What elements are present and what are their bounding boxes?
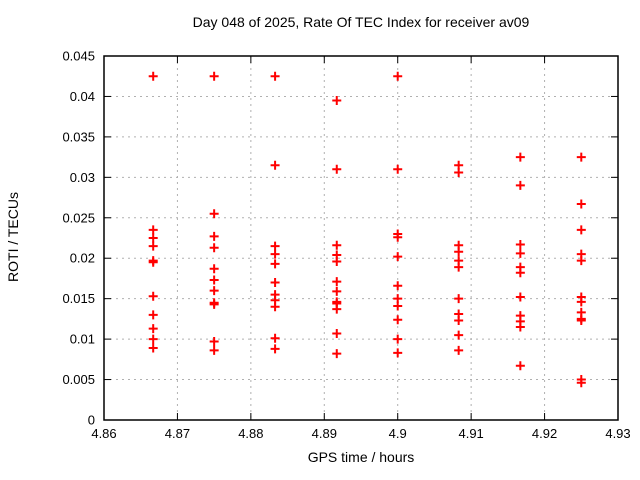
plot-frame [103,55,619,421]
data-point-marker [454,247,464,257]
data-point-marker [393,301,403,311]
data-point-marker [515,248,525,258]
y-tick-label: 0.015 [62,291,95,306]
data-point-marker [332,286,342,296]
data-point-marker [332,277,342,287]
x-tick-label: 4.86 [91,426,116,441]
chart-title: Day 048 of 2025, Rate Of TEC Index for r… [192,14,530,30]
data-point-marker [515,180,525,190]
data-point-marker [148,257,158,267]
data-point-marker [576,316,586,326]
data-point-marker [270,344,280,354]
x-tick-label: 4.88 [238,426,263,441]
data-point-marker [148,241,158,251]
data-point-marker [270,160,280,170]
data-point-marker [270,241,280,251]
data-point-marker [148,225,158,235]
y-tick-label: 0.03 [70,170,95,185]
data-point-marker [148,71,158,81]
data-point-marker [393,315,403,325]
data-point-marker [270,277,280,287]
data-point-marker [576,199,586,209]
data-point-marker [209,264,219,274]
data-point-marker [209,337,219,347]
data-point-marker [393,232,403,242]
data-point-marker [270,71,280,81]
data-point-marker [393,348,403,358]
data-point-marker [515,152,525,162]
data-point-marker [576,152,586,162]
data-point-marker [515,239,525,249]
data-point-marker [270,302,280,312]
data-point-marker [454,294,464,304]
data-point-marker [454,345,464,355]
y-tick-label: 0 [88,413,95,428]
data-point-marker [332,95,342,105]
x-tick-label: 4.87 [165,426,190,441]
data-point-marker [209,299,219,309]
x-tick-label: 4.9 [389,426,407,441]
data-point-marker [576,225,586,235]
x-tick-label: 4.92 [532,426,557,441]
data-point-marker [454,262,464,272]
data-point-marker [454,316,464,326]
data-point-marker [576,378,586,388]
y-tick-label: 0.005 [62,372,95,387]
x-tick-label: 4.93 [605,426,630,441]
data-point-marker [332,164,342,174]
y-tick-label: 0.04 [70,89,95,104]
x-tick-label: 4.89 [312,426,337,441]
y-tick-label: 0.035 [62,129,95,144]
data-point-marker [209,286,219,296]
data-point-marker [515,268,525,278]
data-point-marker [148,233,158,243]
data-point-marker [576,256,586,266]
data-point-marker [148,334,158,344]
data-point-marker [209,71,219,81]
data-point-marker [393,71,403,81]
data-point-marker [515,292,525,302]
data-point-marker [209,243,219,253]
y-tick-label: 0.01 [70,332,95,347]
data-point-marker [148,291,158,301]
data-point-marker [332,240,342,250]
data-point-marker [332,349,342,359]
data-point-marker [270,259,280,269]
data-point-marker [148,343,158,353]
y-axis-label: ROTI / TECUs [5,192,21,282]
data-point-marker [332,328,342,338]
data-point-marker [393,334,403,344]
data-point-marker [515,322,525,332]
data-point-marker [454,330,464,340]
data-point-marker [515,361,525,371]
x-tick-label: 4.91 [458,426,483,441]
data-point-marker [270,249,280,259]
x-axis-label: GPS time / hours [307,449,415,465]
data-point-marker [332,304,342,314]
data-point-marker [148,324,158,334]
y-tick-label: 0.045 [62,49,95,64]
data-point-marker [576,297,586,307]
data-point-marker [209,231,219,241]
data-point-marker [393,252,403,262]
y-tick-label: 0.025 [62,210,95,225]
data-point-marker [148,310,158,320]
y-tick-label: 0.02 [70,251,95,266]
data-point-marker [209,345,219,355]
data-point-marker [209,275,219,285]
data-point-marker [454,167,464,177]
data-point-marker [209,209,219,219]
data-point-marker [393,164,403,174]
data-point-marker [332,256,342,266]
data-point-marker [393,281,403,291]
data-point-marker [270,333,280,343]
